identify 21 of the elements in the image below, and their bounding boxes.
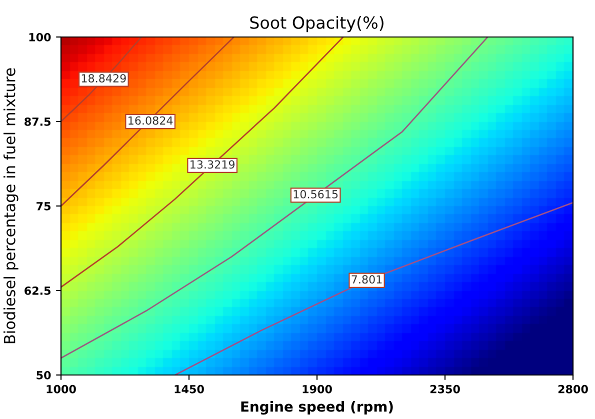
annotation: 18.8429 [82, 74, 126, 82]
y-tick-label: 50 [36, 370, 51, 380]
x-tick-label: 1900 [302, 384, 332, 394]
line-series [61, 37, 344, 288]
annotation: 10.5615 [294, 190, 338, 198]
line-series [174, 202, 573, 375]
y-tick-label: 100 [29, 32, 51, 42]
annotation: 13.3219 [190, 160, 235, 169]
x-axis-title: Engine speed (rpm) [241, 401, 393, 415]
x-tick-label: 1450 [174, 384, 204, 394]
annotation: 16.0824 [128, 116, 173, 125]
y-tick-label: 62.5 [24, 286, 51, 295]
line-series [61, 37, 235, 207]
y-axis-title: Biodiesel percentage in fuel mixture [4, 68, 18, 344]
chart-title: Soot Opacity(%) [250, 16, 384, 32]
x-tick-label: 2350 [430, 384, 460, 394]
x-tick-label: 2800 [558, 384, 588, 394]
x-tick-label: 1000 [46, 384, 76, 394]
line-series [61, 37, 488, 359]
y-tick-label: 87.5 [24, 117, 51, 126]
y-tick-label: 75 [36, 202, 50, 210]
